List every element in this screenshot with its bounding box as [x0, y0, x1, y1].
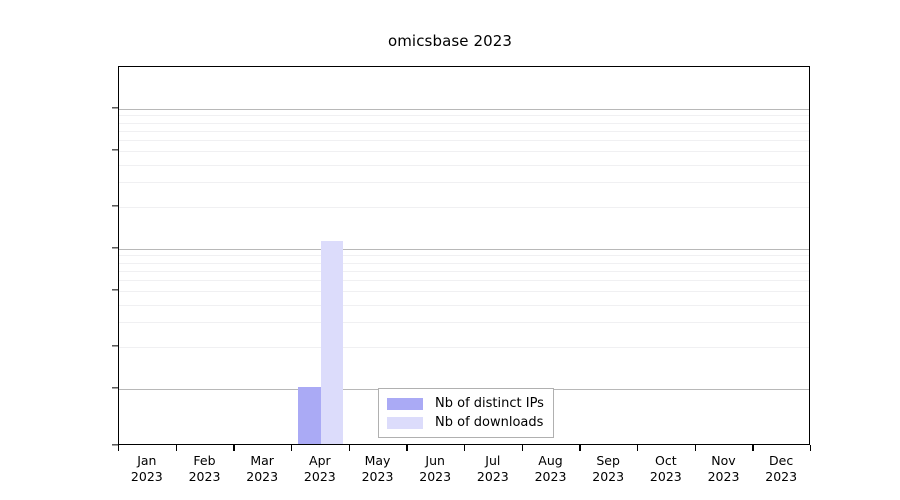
x-axis-tick-month: Jan [137, 453, 157, 468]
x-axis-tick-month: May [364, 453, 391, 468]
legend-item[interactable]: Nb of distinct IPs [387, 394, 544, 413]
chart-legend: Nb of distinct IPs Nb of downloads [378, 388, 554, 438]
x-axis-tick-label: Jul 2023 [477, 453, 509, 485]
x-axis-tick-month: Jun [425, 453, 445, 468]
x-axis-tick-label: Mar 2023 [246, 453, 278, 485]
legend-item[interactable]: Nb of downloads [387, 413, 544, 432]
x-axis-tick-month: Dec [769, 453, 794, 468]
legend-label: Nb of downloads [435, 415, 544, 430]
x-axis-tick-label: Sep 2023 [592, 453, 624, 485]
x-axis-tick-year: 2023 [765, 469, 798, 484]
x-axis-tick-year: 2023 [130, 469, 163, 484]
x-axis-tick-month: Feb [193, 453, 216, 468]
x-axis-tick-mark [175, 445, 177, 451]
x-axis-tick-mark [810, 445, 812, 451]
x-axis-tick-month: Jul [485, 453, 501, 468]
x-axis-tick-month: Mar [250, 453, 274, 468]
x-axis-tick-mark [291, 445, 293, 451]
x-axis-tick-year: 2023 [707, 469, 740, 484]
bar [298, 387, 321, 444]
x-axis-tick-year: 2023 [592, 469, 625, 484]
x-axis-tick-label: Apr 2023 [304, 453, 336, 485]
x-axis-tick-label: Jan 2023 [131, 453, 163, 485]
legend-swatch-icon [387, 416, 423, 429]
x-axis-tick-month: Oct [655, 453, 677, 468]
x-axis-tick-month: Sep [596, 453, 620, 468]
x-axis-tick-year: 2023 [361, 469, 394, 484]
x-axis-tick-mark [348, 445, 350, 451]
chart-title: omicsbase 2023 [387, 32, 513, 50]
x-axis-tick-year: 2023 [303, 469, 336, 484]
x-axis-tick-year: 2023 [188, 469, 221, 484]
x-axis-tick-mark [118, 445, 120, 451]
x-axis-tick-mark [233, 445, 235, 451]
x-axis-tick-year: 2023 [419, 469, 452, 484]
x-axis-tick-mark [521, 445, 523, 451]
x-axis-tick-label: Dec 2023 [765, 453, 797, 485]
x-axis-tick-month: Apr [309, 453, 331, 468]
x-axis-tick-month: Aug [538, 453, 563, 468]
x-axis-tick-mark [464, 445, 466, 451]
bar-group [119, 67, 809, 444]
x-axis-tick-label: May 2023 [362, 453, 394, 485]
x-axis-tick-label: Nov 2023 [708, 453, 740, 485]
x-axis: Jan 2023 Feb 2023 Mar 2023 Apr 2023 May 2023 Jun 20… [118, 445, 812, 500]
x-axis-tick-label: Feb 2023 [189, 453, 221, 485]
x-axis-tick-label: Aug 2023 [535, 453, 567, 485]
x-axis-tick-year: 2023 [476, 469, 509, 484]
x-axis-tick-mark [579, 445, 581, 451]
x-axis-tick-mark [637, 445, 639, 451]
x-axis-tick-label: Oct 2023 [650, 453, 682, 485]
x-axis-tick-mark [694, 445, 696, 451]
x-axis-tick-year: 2023 [649, 469, 682, 484]
x-axis-tick-mark [752, 445, 754, 451]
legend-swatch-icon [387, 397, 423, 410]
x-axis-tick-year: 2023 [534, 469, 567, 484]
legend-label: Nb of distinct IPs [435, 396, 544, 411]
x-axis-tick-mark [406, 445, 408, 451]
y-axis: 0125102050100 [0, 0, 118, 500]
x-axis-tick-year: 2023 [246, 469, 279, 484]
x-axis-tick-label: Jun 2023 [419, 453, 451, 485]
bar [320, 241, 344, 444]
x-axis-tick-month: Nov [711, 453, 736, 468]
